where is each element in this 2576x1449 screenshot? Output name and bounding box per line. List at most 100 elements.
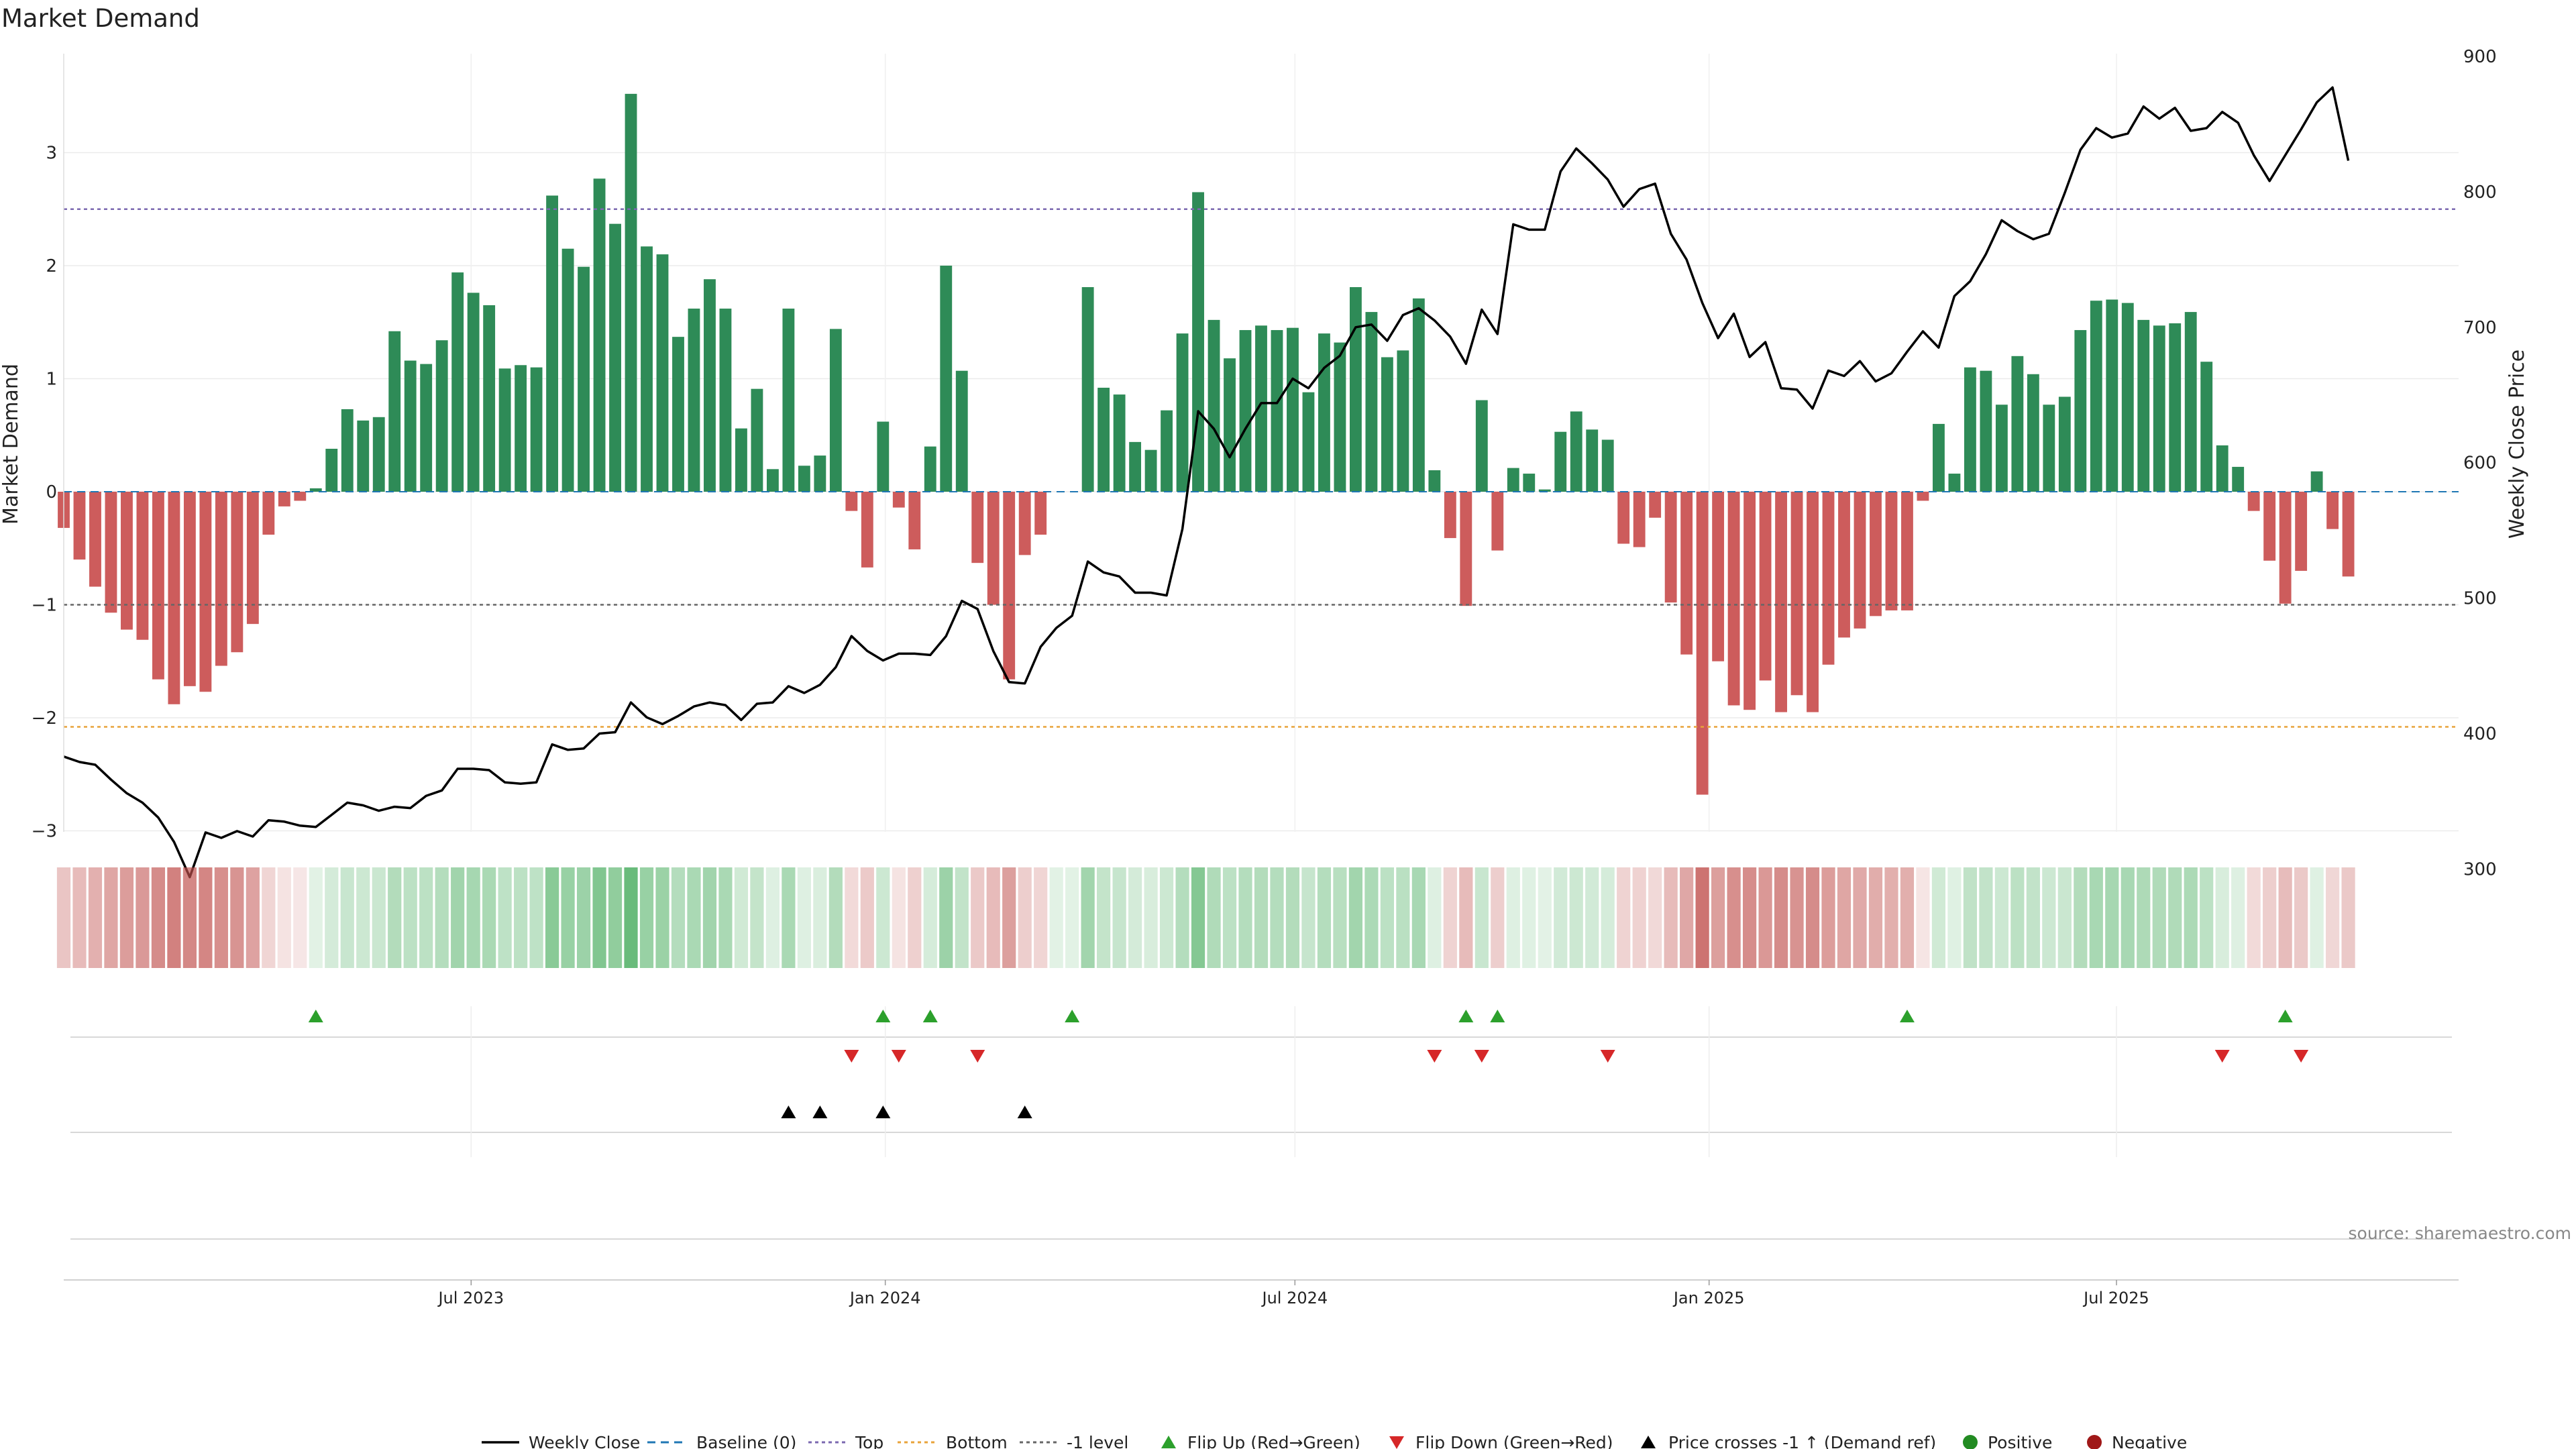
negative-bar [294,492,307,501]
heat-cell [1680,867,1694,968]
positive-bar [2090,301,2102,492]
positive-bar [1428,470,1441,492]
flip-up-marker [922,1010,938,1022]
negative-bar [1790,492,1803,696]
heat-cell [2341,867,2355,968]
negative-bar [971,492,984,564]
positive-bar [2184,312,2197,492]
heat-cell [1081,867,1095,968]
heat-cell [797,867,811,968]
positive-bar [1554,431,1567,492]
y-tick-label: 0 [46,482,57,502]
negative-bar [1743,492,1756,710]
heat-cell [1443,867,1457,968]
heat-cell [608,867,623,968]
heat-cell [1648,867,1662,968]
negative-bar [246,492,259,625]
heat-cell [2057,867,2072,968]
demand-heatstrip [56,867,2355,968]
heat-cell [498,867,512,968]
y2-tick-label: 700 [2463,318,2497,338]
heat-cell [765,867,780,968]
heat-cell [1601,867,1615,968]
heat-cell [2089,867,2103,968]
heat-cell [119,867,134,968]
negative-bar [1854,492,1866,629]
positive-bar [2106,299,2118,492]
negative-bar [2326,492,2339,529]
heat-cell [482,867,496,968]
heat-cell [1474,867,1489,968]
demand-bars [58,93,2355,795]
y-tick-label: −3 [32,822,57,842]
heat-cell [1097,867,1111,968]
heat-cell [182,867,197,968]
heat-cell [1727,867,1741,968]
flip-up-marker [2277,1010,2293,1022]
heat-cell [1554,867,1568,968]
positive-bar [2043,405,2055,492]
positive-bar [1129,441,1142,492]
legend-swatch-flip-down [1389,1436,1404,1449]
heat-cell [845,867,859,968]
heat-cell [876,867,890,968]
negative-bar [1807,492,1819,712]
heat-cell [1317,867,1332,968]
positive-bar [1933,423,1945,492]
heat-cell [1853,867,1867,968]
heat-cell [2152,867,2166,968]
heat-cell [1175,867,1189,968]
flip-up-marker [1899,1010,1915,1022]
positive-bar [625,93,637,492]
heat-cell [576,867,591,968]
y2-tick-label: 600 [2463,453,2497,474]
positive-bar [1964,367,1976,492]
positive-bar [2232,466,2245,492]
negative-bar [152,492,164,680]
negative-bar [168,492,180,704]
heat-cell [1947,867,1962,968]
heat-cell [923,867,937,968]
flip-up-marker [1490,1010,1505,1022]
heat-cell [1018,867,1032,968]
negative-bar [136,492,149,640]
heat-cell [1884,867,1898,968]
positive-bar [1365,312,1378,492]
heat-cell [388,867,402,968]
heat-cell [1191,867,1205,968]
positive-bar [467,292,480,492]
positive-bar [435,340,448,492]
heat-cell [230,867,244,968]
negative-bar [861,492,873,568]
heat-cell [718,867,733,968]
positive-bar [2169,323,2182,492]
negative-bar [1901,492,1913,610]
positive-bar [1349,287,1362,492]
positive-bar [1081,287,1094,492]
positive-bar [546,195,559,492]
negative-bar [2247,492,2260,511]
heat-cell [529,867,543,968]
heat-cell [1034,867,1048,968]
heat-cell [671,867,686,968]
legend-label: Bottom [946,1433,1008,1449]
legend-label: Baseline (0) [696,1433,796,1449]
negative-bar [183,492,196,686]
heat-cell [325,867,339,968]
y-tick-label: −1 [32,596,57,616]
heat-cell [340,867,354,968]
positive-bar [2137,319,2150,492]
heat-cell [246,867,260,968]
positive-bar [1192,192,1204,492]
heat-cell [702,867,717,968]
legend-label: Flip Down (Green→Red) [1415,1433,1613,1449]
heat-cell [2231,867,2245,968]
heat-cell [104,867,118,968]
heat-cell [2184,867,2198,968]
heat-cell [1868,867,1883,968]
heat-cell [750,867,764,968]
negative-bar [199,492,212,692]
negative-bar [2263,492,2276,561]
heat-cell [2105,867,2119,968]
heat-cell [1144,867,1158,968]
